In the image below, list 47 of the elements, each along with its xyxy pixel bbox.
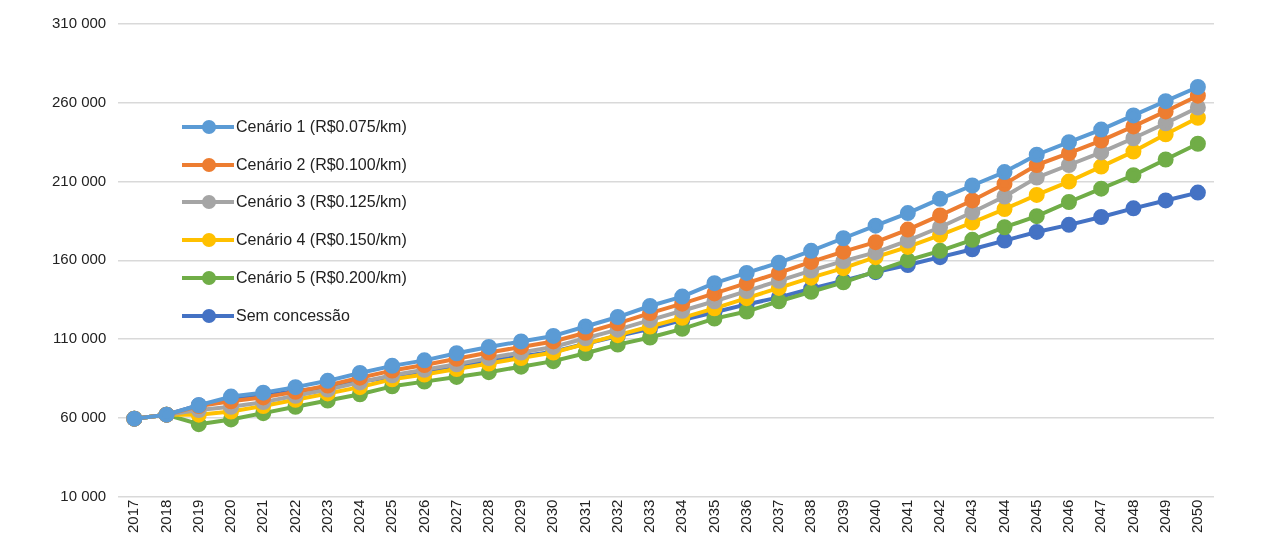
y-tick-label: 10 000 [60, 486, 107, 504]
x-tick-label: 2048 [1123, 499, 1141, 534]
x-tick-label: 2041 [897, 499, 915, 534]
x-tick-label: 2032 [607, 499, 625, 534]
x-tick-label: 2045 [1026, 499, 1044, 534]
legend-label: Cenário 1 (R$0.075/km) [236, 117, 407, 136]
x-tick-label: 2046 [1059, 499, 1077, 534]
x-tick-label: 2029 [511, 499, 529, 534]
x-tick-label: 2047 [1091, 499, 1109, 534]
x-tick-label: 2022 [285, 499, 303, 534]
x-tick-label: 2021 [253, 499, 271, 534]
x-tick-label: 2020 [221, 499, 239, 534]
legend-label: Sem concessão [236, 306, 350, 325]
legend-label: Cenário 5 (R$0.200/km) [236, 269, 407, 288]
x-tick-label: 2017 [124, 499, 142, 534]
x-tick-label: 2026 [414, 499, 432, 534]
x-tick-label: 2027 [446, 499, 464, 534]
y-tick-label: 260 000 [51, 92, 107, 110]
x-tick-label: 2018 [156, 499, 174, 534]
x-tick-label: 2023 [317, 499, 335, 534]
x-tick-label: 2038 [801, 499, 819, 534]
x-tick-label: 2025 [382, 499, 400, 534]
y-tick-label: 310 000 [51, 14, 107, 32]
y-tick-label: 60 000 [60, 408, 107, 425]
x-tick-label: 2031 [575, 499, 593, 534]
x-tick-label: 2024 [350, 499, 368, 534]
x-tick-label: 2040 [865, 499, 883, 534]
x-tick-label: 2035 [704, 499, 722, 534]
legend-label: Cenário 3 (R$0.125/km) [236, 193, 407, 212]
legend-label: Cenário 4 (R$0.150/km) [236, 231, 407, 250]
y-tick-label: 210 000 [51, 171, 107, 189]
x-tick-label: 2036 [736, 499, 754, 534]
x-tick-label: 2028 [478, 499, 496, 534]
x-tick-label: 2019 [188, 499, 206, 534]
legend-label: Cenário 2 (R$0.100/km) [236, 155, 407, 174]
x-tick-label: 2043 [962, 499, 980, 534]
x-tick-label: 2049 [1155, 499, 1173, 534]
x-tick-label: 2042 [930, 499, 948, 534]
y-tick-label: 110 000 [53, 329, 107, 347]
x-tick-label: 2037 [769, 499, 787, 534]
x-tick-label: 2033 [640, 499, 658, 534]
x-tick-label: 2030 [543, 499, 561, 534]
x-tick-label: 2044 [994, 499, 1012, 534]
x-tick-label: 2034 [672, 499, 690, 534]
x-tick-label: 2039 [833, 499, 851, 534]
x-tick-label: 2050 [1188, 499, 1206, 534]
y-tick-label: 160 000 [51, 250, 107, 268]
